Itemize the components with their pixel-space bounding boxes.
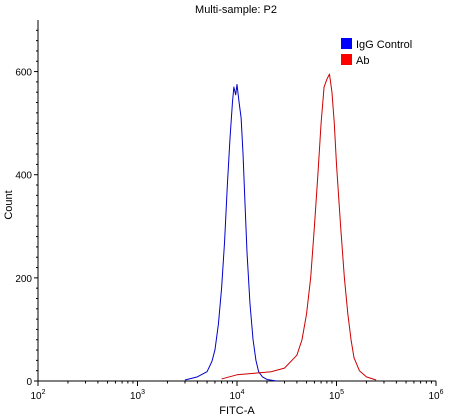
legend-swatch-igg-control — [341, 38, 352, 49]
x-axis-ticks: 102 103 104 105 106 — [30, 381, 444, 402]
series-line-ab — [221, 73, 377, 381]
legend-label-ab: Ab — [356, 55, 369, 67]
series-layer — [184, 73, 377, 382]
x-axis-label: FITC-A — [219, 405, 255, 417]
legend: IgG Control Ab — [341, 38, 412, 67]
series-line-igg-control — [184, 83, 277, 382]
chart-title: Multi-sample: P2 — [195, 4, 277, 16]
plot-area — [37, 20, 436, 382]
x-tick-label: 102 — [30, 389, 45, 402]
x-tick-label: 106 — [428, 389, 443, 402]
legend-swatch-ab — [341, 54, 352, 65]
legend-label-igg-control: IgG Control — [356, 39, 412, 51]
x-tick-label: 103 — [130, 389, 145, 402]
y-tick-label: 200 — [15, 274, 32, 285]
y-tick-label: 600 — [15, 68, 32, 79]
x-tick-label: 104 — [229, 389, 244, 402]
y-axis-label: Count — [3, 190, 15, 219]
y-axis-ticks: 0 200 400 600 — [15, 29, 38, 388]
x-tick-label: 105 — [329, 389, 344, 402]
y-tick-label: 400 — [15, 171, 32, 182]
y-tick-label: 0 — [26, 377, 32, 388]
